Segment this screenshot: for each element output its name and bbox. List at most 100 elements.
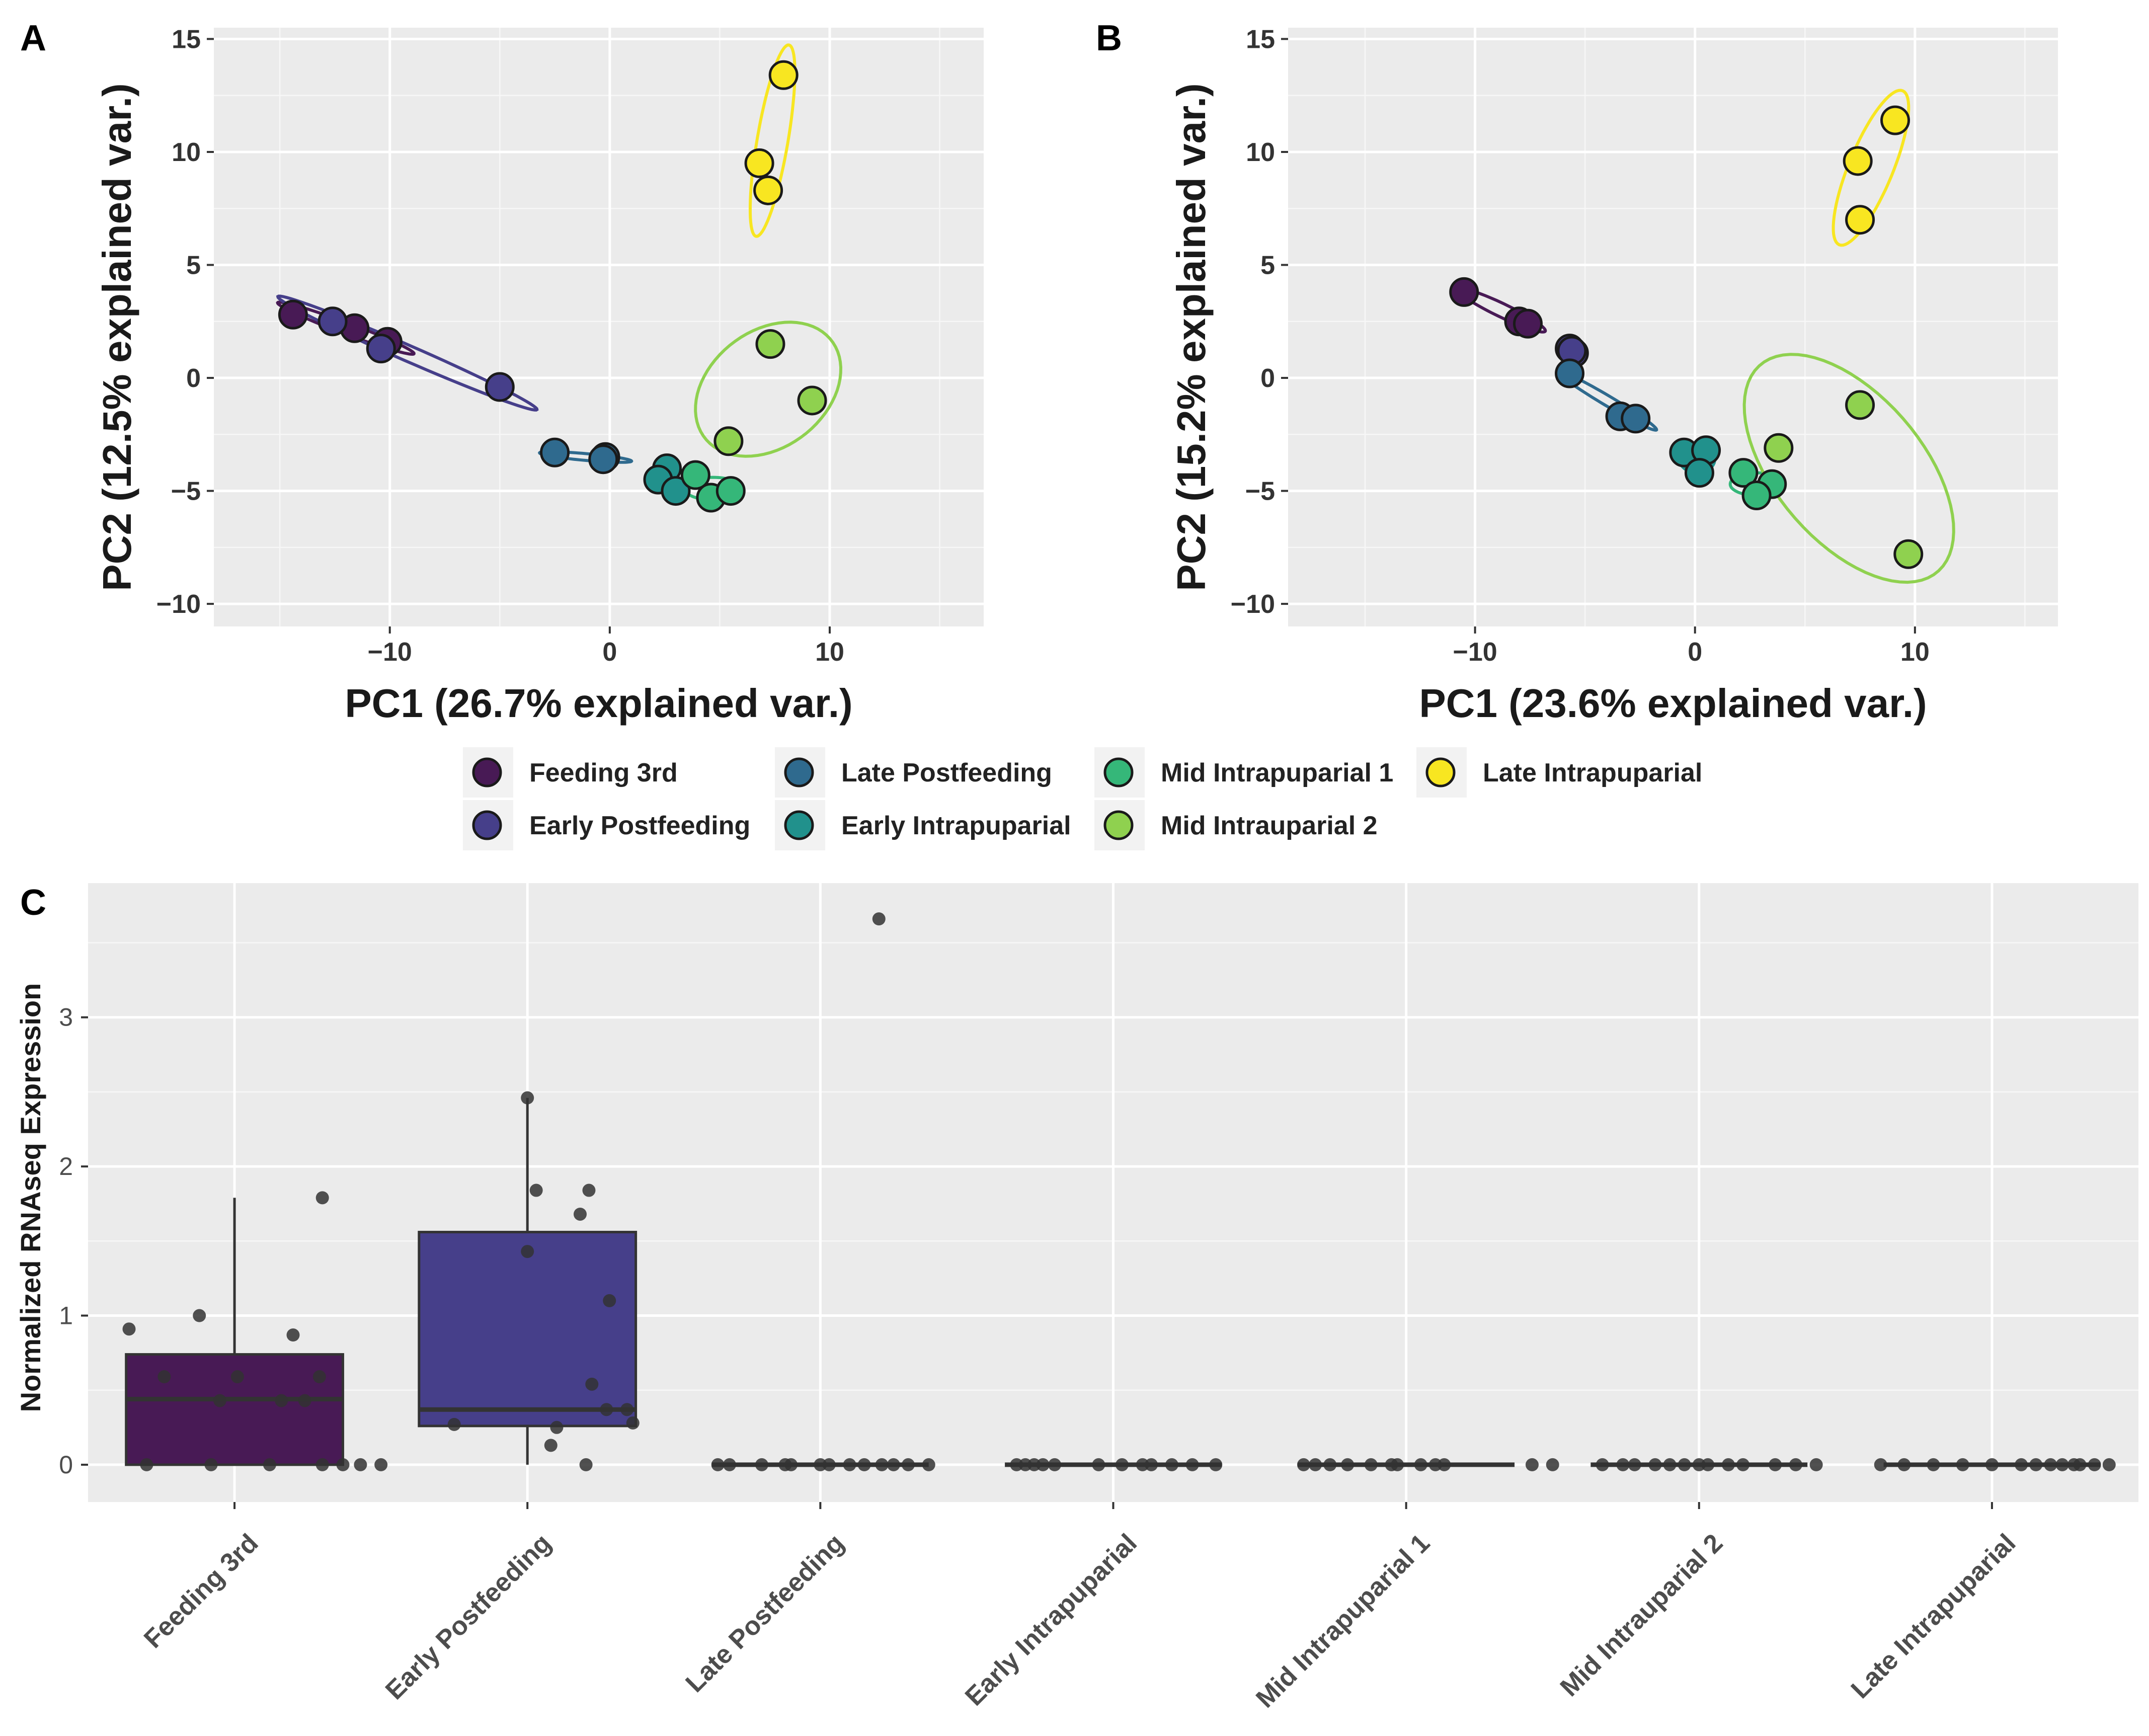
x-category-label: Mid Intrauparial 2	[1555, 1528, 1728, 1702]
x-tick-label: −10	[368, 638, 412, 667]
data-point	[1438, 1458, 1451, 1471]
y-tick-label: 3	[59, 1003, 73, 1032]
legend-label-early-postfeeding: Early Postfeeding	[529, 811, 750, 840]
y-tick-label: 15	[1246, 25, 1275, 54]
data-point	[122, 1322, 136, 1336]
y-tick-label: 0	[1260, 364, 1275, 393]
panel-label-b: B	[1096, 18, 1122, 58]
x-category-label: Early Postfeeding	[380, 1528, 557, 1705]
data-point	[2044, 1458, 2057, 1471]
y-tick-label: 2	[59, 1152, 73, 1180]
data-point	[620, 1403, 634, 1416]
data-point	[603, 1294, 616, 1307]
data-point	[922, 1458, 935, 1471]
data-point	[336, 1458, 350, 1471]
data-point	[315, 1458, 329, 1471]
data-point	[1209, 1458, 1223, 1471]
point-late-postfeeding	[1621, 404, 1651, 434]
point-mid-intrauparial-2	[1764, 433, 1794, 463]
data-point	[374, 1458, 388, 1471]
data-point	[2102, 1458, 2116, 1471]
data-point	[544, 1439, 558, 1452]
data-point	[204, 1458, 218, 1471]
ellipse-late-intrapuparial	[1832, 89, 1911, 247]
data-point	[1297, 1458, 1310, 1471]
x-axis-title: PC1 (23.6% explained var.)	[1419, 681, 1927, 726]
point-mid-intrauparial-2	[713, 426, 744, 456]
x-axis-title: PC1 (26.7% explained var.)	[345, 681, 852, 726]
data-point	[529, 1183, 543, 1197]
data-point	[1391, 1458, 1404, 1471]
data-point	[1722, 1458, 1735, 1471]
y-tick-label: 1	[59, 1302, 73, 1330]
data-point	[887, 1458, 900, 1471]
data-point	[1185, 1458, 1199, 1471]
y-tick-label: 15	[172, 25, 201, 54]
point-mid-intrauparial-2	[1893, 539, 1924, 569]
y-tick-label: 10	[1246, 138, 1275, 167]
data-point	[822, 1458, 836, 1471]
legend-swatch-feeding-3rd	[472, 757, 502, 787]
point-late-postfeeding	[1555, 358, 1585, 388]
point-late-postfeeding	[588, 444, 618, 475]
data-point	[263, 1458, 276, 1471]
point-late-intrapuparial	[1845, 205, 1875, 235]
data-point	[1341, 1458, 1355, 1471]
data-point	[875, 1458, 889, 1471]
data-point	[1546, 1458, 1559, 1471]
legend-label-mid-intrauparial-2: Mid Intrauparial 2	[1161, 811, 1378, 840]
point-feeding-3rd	[278, 299, 308, 330]
point-feeding-3rd	[1513, 308, 1543, 339]
data-point	[1628, 1458, 1641, 1471]
data-point	[1789, 1458, 1802, 1471]
data-point	[1048, 1458, 1062, 1471]
data-point	[193, 1309, 206, 1322]
y-axis-title: PC2 (12.5% explained var.)	[95, 83, 139, 591]
data-point	[1678, 1458, 1691, 1471]
data-point	[2088, 1458, 2101, 1471]
point-early-intrapuparial	[661, 476, 691, 506]
y-tick-label: 0	[186, 364, 201, 393]
x-category-label: Mid Intrapuparial 1	[1250, 1528, 1436, 1713]
y-axis-title: Normalized RNAseq Expression	[15, 983, 46, 1412]
ellipse-mid-intrauparial-2	[694, 321, 843, 458]
point-late-intrapuparial	[768, 60, 799, 90]
legend-swatch-mid-intrauparial-2	[1103, 810, 1134, 840]
x-tick-label: 10	[815, 638, 844, 667]
legend: Feeding 3rd Early Postfeeding Late Postfee…	[463, 747, 1702, 850]
data-point	[1414, 1458, 1427, 1471]
legend-swatch-early-intrapuparial	[784, 810, 814, 840]
y-tick-label: −5	[1245, 477, 1275, 506]
panel-label-a: A	[20, 18, 46, 58]
point-late-intrapuparial	[744, 148, 774, 178]
y-tick-label: 5	[1260, 251, 1275, 280]
point-early-postfeeding	[317, 306, 348, 337]
data-point	[784, 1458, 798, 1471]
data-point	[1036, 1458, 1050, 1471]
legend-swatch-mid-intrapuparial-1	[1103, 757, 1134, 787]
point-mid-intrauparial-2	[797, 385, 827, 416]
data-point	[521, 1245, 534, 1258]
data-point	[1701, 1458, 1715, 1471]
point-late-intrapuparial	[1843, 146, 1873, 176]
data-point	[312, 1370, 326, 1384]
data-point	[140, 1458, 153, 1471]
data-point	[585, 1377, 599, 1391]
data-point	[1092, 1458, 1105, 1471]
x-category-label: Feeding 3rd	[138, 1528, 264, 1653]
y-tick-label: −5	[171, 477, 201, 506]
legend-label-feeding-3rd: Feeding 3rd	[529, 758, 678, 787]
data-point	[447, 1417, 461, 1431]
data-point	[723, 1458, 736, 1471]
data-point	[711, 1458, 725, 1471]
data-point	[1596, 1458, 1609, 1471]
data-point	[354, 1458, 367, 1471]
point-early-postfeeding	[485, 372, 515, 402]
data-point	[1769, 1458, 1782, 1471]
data-point	[2055, 1458, 2069, 1471]
data-point	[275, 1394, 288, 1407]
data-point	[157, 1370, 171, 1384]
point-late-intrapuparial	[1880, 105, 1911, 135]
y-axis-title: PC2 (15.2% explained var.)	[1169, 83, 1214, 591]
